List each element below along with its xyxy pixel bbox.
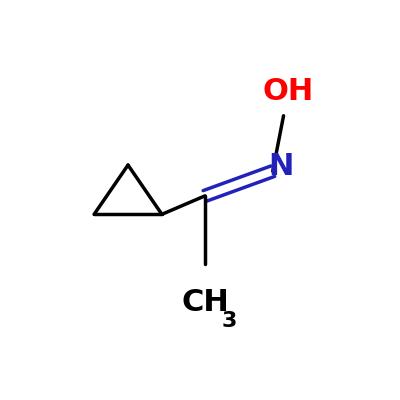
Text: CH: CH xyxy=(181,288,229,317)
Text: OH: OH xyxy=(262,77,314,106)
Text: N: N xyxy=(268,152,293,181)
Text: 3: 3 xyxy=(222,311,237,331)
